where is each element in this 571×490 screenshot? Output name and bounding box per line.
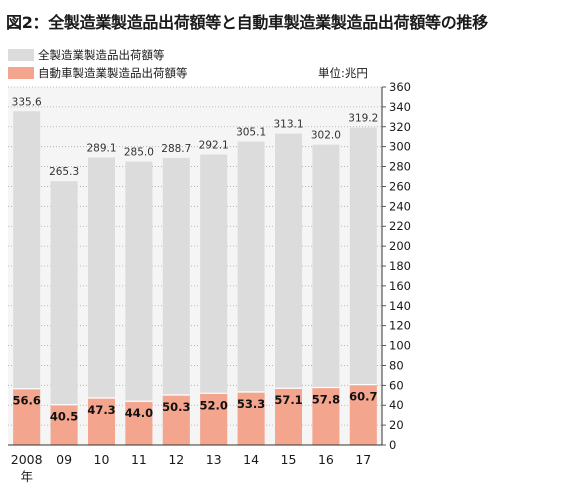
legend-item-auto: 自動車製造業製造品出荷額等 [8,65,188,81]
bar-auto [349,384,377,445]
data-label-auto: 56.6 [13,394,41,408]
data-label-auto: 52.0 [200,398,228,412]
bar-total [50,181,78,445]
legend-swatch-total [8,49,34,61]
x-tick-label: 15 [281,452,297,467]
data-label-total: 313.1 [273,119,303,131]
data-label-total: 292.1 [199,140,229,152]
bar-total [125,161,153,446]
y-tick-label: 300 [389,140,411,154]
data-label-auto: 40.5 [50,410,78,424]
data-label-total: 319.2 [348,113,378,125]
y-tick-label: 100 [389,339,411,353]
x-tick-label: 12 [168,452,184,467]
bar-auto [125,401,153,445]
data-label-total: 305.1 [236,127,266,139]
x-tick-label: 16 [318,452,334,467]
data-label-auto: 60.7 [349,390,377,404]
bar-auto [312,387,340,445]
bar-auto [200,393,228,445]
bar-auto [88,397,115,445]
data-label-auto: 53.3 [237,397,265,411]
y-tick-label: 160 [389,279,411,293]
legend-item-total: 全製造業製造品出荷額等 [8,47,165,63]
legend-label-total: 全製造業製造品出荷額等 [38,48,165,62]
y-tick-label: 340 [389,100,411,114]
y-tick-label: 20 [389,418,404,432]
data-label-total: 335.6 [12,96,42,108]
data-label-total: 289.1 [86,143,116,155]
legend-swatch-auto [8,67,34,79]
x-axis-suffix: 年 [20,469,33,484]
y-tick-label: 280 [389,160,411,174]
x-tick-label: 09 [56,452,72,467]
bar-auto [13,388,41,445]
data-label-auto: 44.0 [125,406,153,420]
x-tick-label: 17 [355,452,371,467]
y-tick-label: 0 [389,438,396,452]
y-tick-label: 40 [389,398,404,412]
y-tick-label: 140 [389,299,411,313]
unit-label: 単位:兆円 [318,66,368,80]
data-label-auto: 47.3 [87,403,115,417]
data-label-total: 288.7 [161,143,191,155]
y-tick-label: 240 [389,199,411,213]
legend-label-auto: 自動車製造業製造品出荷額等 [38,66,188,80]
y-tick-label: 220 [389,219,411,233]
x-tick-label: 11 [131,452,147,467]
data-label-total: 285.0 [124,147,154,159]
data-label-total: 302.0 [311,130,341,142]
x-tick-label: 13 [206,452,222,467]
y-tick-label: 80 [389,358,404,372]
chart-title: 図2：全製造業製造品出荷額等と自動車製造業製造品出荷額等の推移 [6,13,488,32]
x-tick-label: 2008 [11,452,43,467]
bar-auto [275,388,302,445]
bar-auto [50,404,78,445]
y-tick-label: 200 [389,239,411,253]
bar-auto [237,391,265,445]
data-label-auto: 57.1 [274,393,302,407]
data-label-auto: 50.3 [162,400,190,414]
y-tick-label: 120 [389,319,411,333]
y-tick-label: 60 [389,378,404,392]
data-label-auto: 57.8 [312,393,340,407]
x-tick-label: 14 [243,452,259,467]
y-tick-label: 180 [389,259,411,273]
y-tick-label: 320 [389,120,411,134]
y-tick-label: 260 [389,179,411,193]
y-tick-label: 360 [389,80,411,94]
data-label-total: 265.3 [49,166,79,178]
bar-total [88,157,115,445]
x-tick-label: 10 [94,452,110,467]
bar-auto [162,394,190,445]
